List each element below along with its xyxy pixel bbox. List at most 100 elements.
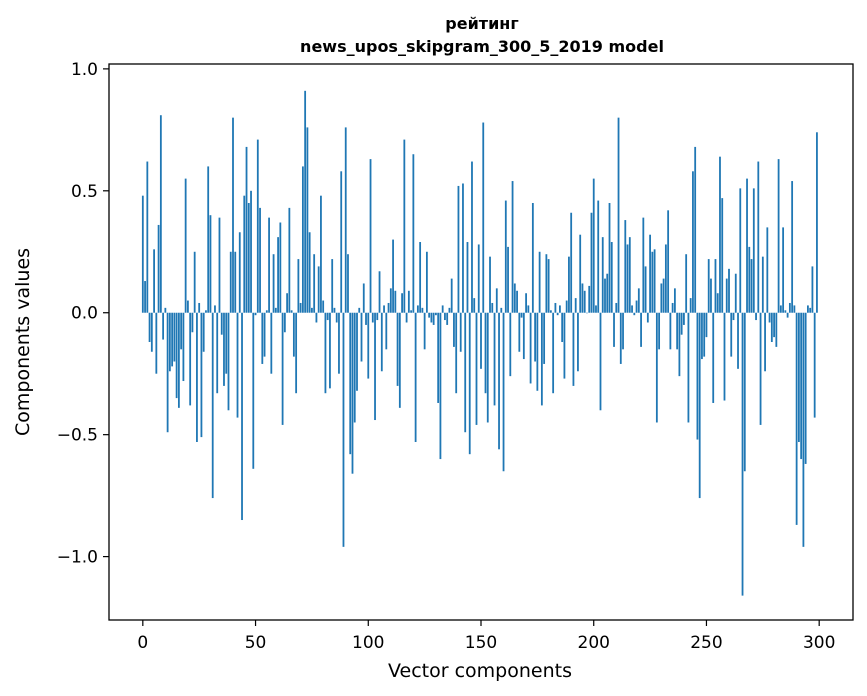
bar-component-184: [556, 312, 559, 316]
bar-component-198: [588, 285, 591, 313]
bar-component-297: [811, 266, 814, 313]
bar-component-87: [338, 312, 340, 374]
bar-component-53: [261, 312, 264, 364]
bar-component-15: [175, 312, 178, 399]
bar-component-166: [516, 290, 518, 313]
x-axis-label: Vector components: [388, 660, 572, 682]
bar-component-235: [671, 302, 674, 313]
bar-component-255: [716, 293, 719, 313]
bar-component-23: [193, 251, 196, 313]
bar-component-207: [608, 203, 611, 313]
y-tick-label: 0.0: [71, 304, 98, 324]
bar-component-200: [592, 178, 595, 313]
bar-component-138: [453, 312, 455, 347]
bar-component-247: [698, 312, 701, 499]
bar-component-197: [586, 312, 588, 314]
bar-component-227: [653, 249, 656, 313]
bar-component-264: [737, 312, 739, 369]
bar-component-290: [795, 312, 798, 525]
bar-component-60: [277, 237, 279, 313]
bar-component-158: [498, 312, 500, 450]
bar-component-100: [367, 312, 370, 379]
bar-component-282: [777, 159, 780, 313]
bar-component-196: [583, 290, 586, 313]
bar-component-14: [173, 312, 176, 362]
bar-component-245: [694, 146, 697, 313]
bar-component-220: [637, 288, 640, 313]
bar-component-224: [646, 312, 649, 323]
chart-title-line-2: news_upos_skipgram_300_5_2019 model: [300, 37, 664, 56]
bar-component-260: [728, 268, 730, 313]
bar-component-66: [290, 310, 293, 313]
bar-component-208: [610, 242, 613, 313]
bar-component-86: [335, 312, 338, 323]
bar-component-48: [250, 190, 252, 313]
bar-component-187: [563, 312, 566, 379]
bar-component-148: [475, 312, 478, 425]
bar-component-135: [446, 312, 449, 325]
bar-component-177: [540, 312, 543, 406]
bar-component-110: [389, 288, 392, 313]
bar-component-56: [268, 217, 270, 313]
chart-title: рейтинг news_upos_skipgram_300_5_2019 mo…: [300, 14, 664, 56]
bar-component-230: [660, 283, 663, 313]
bar-component-159: [500, 307, 503, 313]
bar-component-28: [205, 310, 207, 313]
bar-component-209: [613, 312, 615, 347]
bar-component-127: [428, 312, 431, 318]
bar-component-232: [664, 244, 667, 313]
bar-component-45: [243, 195, 246, 313]
bar-component-212: [619, 312, 622, 364]
bar-component-99: [365, 312, 367, 325]
bar-component-18: [182, 312, 185, 382]
bar-component-106: [380, 312, 383, 372]
bar-component-0: [141, 195, 144, 313]
bar-component-32: [214, 305, 216, 313]
bar-component-115: [401, 293, 403, 313]
bar-component-223: [644, 266, 647, 313]
bar-component-202: [597, 200, 600, 313]
bar-component-102: [371, 312, 374, 323]
bar-component-37: [225, 312, 228, 374]
bar-component-170: [525, 293, 527, 313]
bar-component-91: [347, 254, 349, 313]
bar-component-105: [378, 271, 381, 313]
plot-area-frame: [108, 63, 854, 621]
bar-component-122: [416, 305, 419, 313]
bar-component-4: [150, 312, 153, 352]
bar-component-186: [561, 312, 564, 342]
bar-component-190: [570, 212, 573, 313]
bar-component-1: [144, 281, 146, 313]
bar-component-42: [236, 312, 239, 418]
bar-component-34: [218, 217, 221, 313]
chart-title-line-1: рейтинг: [445, 14, 518, 33]
bar-component-239: [680, 312, 683, 335]
bar-component-41: [234, 251, 237, 313]
bar-component-205: [604, 278, 606, 313]
bar-component-169: [522, 312, 525, 360]
bar-component-62: [281, 312, 284, 425]
bar-component-199: [590, 212, 593, 313]
bar-component-104: [376, 312, 379, 321]
bar-component-101: [369, 159, 372, 313]
bar-component-146: [471, 161, 473, 313]
bar-component-218: [633, 312, 636, 316]
bar-component-253: [712, 312, 715, 403]
bar-component-251: [707, 259, 710, 313]
bar-component-35: [220, 312, 223, 335]
bar-component-225: [649, 234, 651, 313]
bar-component-50: [254, 312, 257, 316]
bar-component-261: [730, 312, 733, 357]
bar-component-275: [761, 256, 764, 313]
bar-component-36: [223, 312, 225, 386]
bar-component-173: [531, 203, 534, 313]
bar-component-19: [184, 178, 187, 313]
bar-component-153: [486, 312, 489, 423]
bar-component-194: [579, 234, 582, 313]
bar-component-8: [159, 115, 162, 313]
bar-component-291: [797, 312, 800, 442]
bar-component-163: [509, 312, 512, 377]
bar-component-25: [198, 302, 201, 313]
bar-component-241: [685, 254, 688, 313]
bar-component-128: [430, 312, 433, 323]
